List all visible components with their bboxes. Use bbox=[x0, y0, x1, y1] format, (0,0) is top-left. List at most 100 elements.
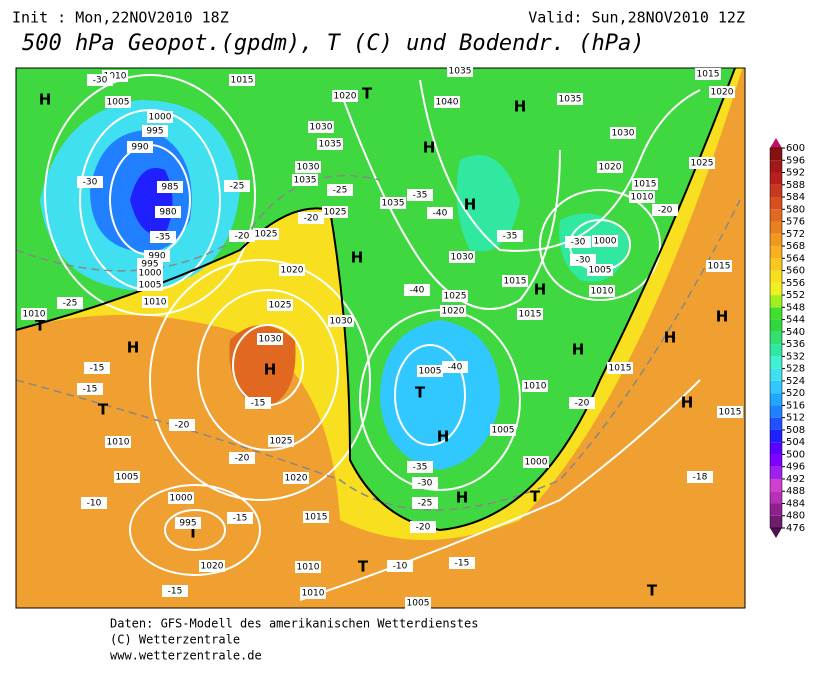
isobar-label-box bbox=[303, 511, 329, 523]
isobar-label: 1005 bbox=[492, 426, 515, 436]
isobar-label: 1015 bbox=[697, 70, 720, 80]
isobar-label-box bbox=[267, 299, 293, 311]
isobar-label: 1035 bbox=[559, 95, 582, 105]
isobar-label: 995 bbox=[146, 127, 163, 137]
colorbar-band bbox=[770, 319, 782, 332]
colorbar-band bbox=[770, 160, 782, 173]
colorbar-label: 532 bbox=[786, 351, 805, 362]
isobar-label-box bbox=[449, 251, 475, 263]
colorbar-label: 564 bbox=[786, 253, 805, 264]
colorbar-frame bbox=[769, 147, 783, 529]
temperature-label: -15 bbox=[83, 385, 98, 395]
isobar-label-box bbox=[147, 111, 173, 123]
colorbar-label: 512 bbox=[786, 413, 805, 424]
isobar-label-box bbox=[175, 517, 201, 529]
isobar-label-box bbox=[587, 264, 613, 276]
colorbar-label: 548 bbox=[786, 302, 805, 313]
isobar-label-box bbox=[597, 161, 623, 173]
isobar-label: 1015 bbox=[609, 364, 632, 374]
colorbar-label: 572 bbox=[786, 229, 805, 240]
temperature-label-box bbox=[412, 477, 438, 489]
temperature-label-box bbox=[565, 236, 591, 248]
isobar-label: 990 bbox=[148, 252, 165, 262]
isobar-label: 1010 bbox=[591, 287, 614, 297]
colorbar-band bbox=[770, 246, 782, 259]
colorbar-label: 476 bbox=[786, 523, 805, 534]
temperature-label-box bbox=[387, 560, 413, 572]
colorbar-label: 500 bbox=[786, 449, 805, 460]
isobar-label: 1020 bbox=[442, 307, 465, 317]
temperature-label-box bbox=[77, 176, 103, 188]
isobar-label-box bbox=[447, 65, 473, 77]
temperature-label: -30 bbox=[571, 238, 586, 248]
isobar-label: 980 bbox=[159, 208, 176, 218]
isobar-label: 1020 bbox=[599, 163, 622, 173]
isobar-label-box bbox=[292, 174, 318, 186]
temperature-label-box bbox=[569, 397, 595, 409]
isobar-label: 1005 bbox=[419, 367, 442, 377]
isobar-label: 1035 bbox=[382, 199, 405, 209]
temperature-label: -10 bbox=[393, 562, 408, 572]
isobar-label-box bbox=[137, 279, 163, 291]
pressure-center: H bbox=[664, 329, 677, 347]
temperature-label-box bbox=[449, 557, 475, 569]
pressure-center: H bbox=[514, 98, 527, 116]
temperature-label-box bbox=[687, 471, 713, 483]
isobar-label-box bbox=[589, 285, 615, 297]
temperature-label: -35 bbox=[413, 463, 428, 473]
pressure-center: H bbox=[423, 139, 436, 157]
pressure-center: T bbox=[188, 524, 199, 542]
isobar-label: 1020 bbox=[281, 266, 304, 276]
colorbar-label: 492 bbox=[786, 474, 805, 485]
temperature-label-box bbox=[327, 184, 353, 196]
colorbar-band bbox=[770, 148, 782, 161]
temperature-label: -20 bbox=[416, 523, 431, 533]
isobar-label-box bbox=[442, 290, 468, 302]
temperature-label: -40 bbox=[410, 286, 425, 296]
colorbar-label: 560 bbox=[786, 266, 805, 277]
pressure-center: H bbox=[127, 339, 140, 357]
isobar-label: 1035 bbox=[294, 176, 317, 186]
isobar-label: 1025 bbox=[324, 208, 347, 218]
colorbar-band bbox=[770, 331, 782, 345]
temperature-label: -25 bbox=[63, 299, 78, 309]
colorbar-band bbox=[770, 282, 782, 296]
colorbar-label: 592 bbox=[786, 168, 805, 179]
pressure-center: H bbox=[464, 196, 477, 214]
isobar-label: 1025 bbox=[269, 301, 292, 311]
temperature-label-box bbox=[227, 512, 253, 524]
temperature-label: -15 bbox=[90, 364, 105, 374]
isobar-label: 985 bbox=[161, 183, 178, 193]
colorbar-band bbox=[770, 368, 782, 381]
pressure-center: H bbox=[681, 394, 694, 412]
temperature-label-box bbox=[162, 585, 188, 597]
isobar-label: 990 bbox=[131, 143, 148, 153]
isobar-label-box bbox=[380, 197, 406, 209]
map-title: 500 hPa Geopot.(gpdm), T (C) und Bodendr… bbox=[22, 31, 645, 56]
temperature-label-box bbox=[87, 74, 113, 86]
footer-line: www.wetterzentrale.de bbox=[110, 649, 262, 663]
isobar-label: 1025 bbox=[691, 159, 714, 169]
colorbar-band bbox=[770, 454, 782, 467]
isobar-label: 1025 bbox=[444, 292, 467, 302]
isobar-label: 1010 bbox=[144, 298, 167, 308]
isobar-label-box bbox=[142, 125, 168, 137]
pressure-center: H bbox=[437, 428, 450, 446]
isobar-label-box bbox=[155, 206, 181, 218]
isobar-label-box bbox=[137, 267, 163, 279]
temperature-label-box bbox=[84, 362, 110, 374]
colorbar-band bbox=[770, 307, 782, 320]
colorbar-band bbox=[770, 356, 782, 369]
isobar-label-box bbox=[502, 275, 528, 287]
isobar-label-box bbox=[142, 296, 168, 308]
pressure-center: T bbox=[415, 384, 426, 402]
temperature-label: -20 bbox=[175, 421, 190, 431]
temperature-label-box bbox=[652, 204, 678, 216]
temperature-label-box bbox=[412, 497, 438, 509]
isobar-label-box bbox=[105, 96, 131, 108]
colorbar-high-tip bbox=[770, 138, 782, 148]
isobar-label: 1010 bbox=[631, 193, 654, 203]
isobar-label: 1035 bbox=[319, 140, 342, 150]
temperature-label: -40 bbox=[433, 209, 448, 219]
temperature-label: -20 bbox=[235, 232, 250, 242]
